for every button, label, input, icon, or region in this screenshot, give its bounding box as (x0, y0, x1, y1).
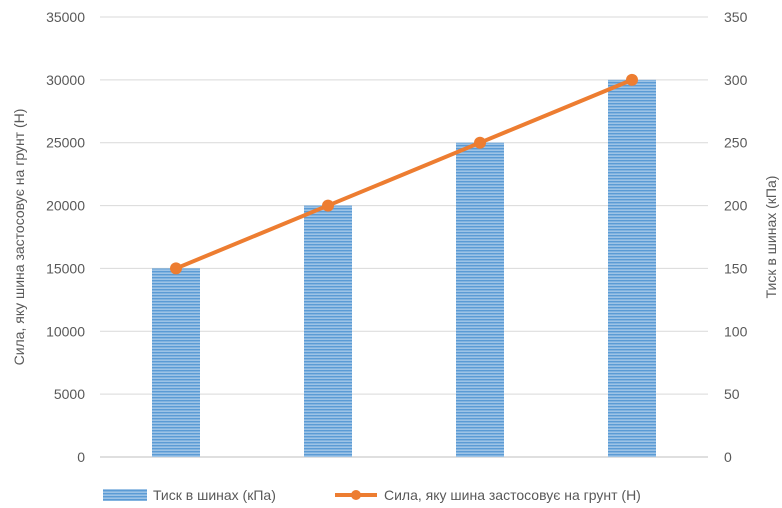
left-tick-label: 10000 (46, 323, 85, 339)
gridlines (100, 16, 708, 458)
line-point (474, 136, 486, 149)
bar-series (152, 79, 656, 457)
left-tick-label: 0 (77, 449, 85, 465)
series-line (175, 78, 633, 271)
right-tick-label: 350 (724, 9, 748, 25)
right-tick-label: 50 (724, 386, 740, 402)
left-tick-label: 15000 (46, 260, 85, 276)
right-tick-label: 300 (724, 72, 748, 88)
left-tick-label: 30000 (46, 72, 85, 88)
legend-bar-swatch (103, 489, 147, 501)
right-tick-label: 0 (724, 449, 732, 465)
right-axis-title: Тиск в шинах (кПа) (763, 176, 779, 299)
right-tick-label: 250 (724, 135, 748, 151)
left-axis-ticks: 0 5000 10000 15000 20000 25000 30000 35000 (46, 9, 85, 465)
line-point (170, 262, 182, 275)
left-tick-label: 25000 (46, 135, 85, 151)
legend-bar-label: Тиск в шинах (кПа) (153, 487, 276, 503)
left-tick-label: 35000 (46, 9, 85, 25)
bar (304, 205, 352, 457)
right-tick-label: 200 (724, 198, 748, 214)
right-axis-ticks: 0 50 100 150 200 250 300 350 (724, 9, 748, 465)
legend-line-marker (351, 490, 361, 500)
legend: Тиск в шинах (кПа) Сила, яку шина застос… (103, 487, 641, 503)
legend-line-label: Сила, яку шина застосовує на грунт (Н) (384, 487, 641, 503)
left-tick-label: 5000 (54, 386, 85, 402)
right-tick-label: 100 (724, 323, 748, 339)
left-tick-label: 20000 (46, 198, 85, 214)
line-series (170, 73, 638, 275)
bar (608, 79, 656, 457)
line-point (322, 199, 334, 212)
line-point (626, 73, 638, 86)
bar (456, 142, 504, 457)
right-tick-label: 150 (724, 260, 748, 276)
left-axis-title: Сила, яку шина застосовує на грунт (Н) (11, 109, 27, 366)
bar (152, 268, 200, 457)
